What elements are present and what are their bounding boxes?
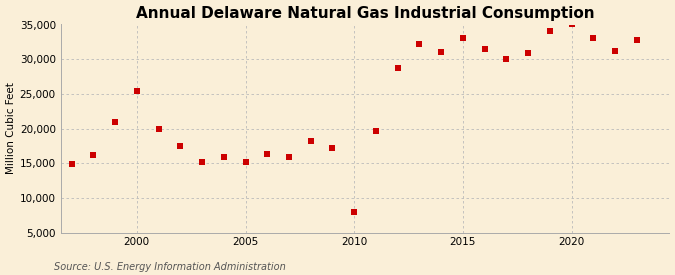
Title: Annual Delaware Natural Gas Industrial Consumption: Annual Delaware Natural Gas Industrial C… <box>136 6 595 21</box>
Point <box>349 210 360 214</box>
Point <box>436 50 447 54</box>
Point <box>240 160 251 164</box>
Point <box>566 22 577 27</box>
Point <box>109 119 120 124</box>
Point <box>414 42 425 46</box>
Point <box>262 152 273 156</box>
Point <box>132 89 142 93</box>
Point <box>392 65 403 70</box>
Text: Source: U.S. Energy Information Administration: Source: U.S. Energy Information Administ… <box>54 262 286 272</box>
Point <box>66 162 77 166</box>
Point <box>196 160 207 164</box>
Point <box>305 139 316 143</box>
Point <box>588 36 599 41</box>
Y-axis label: Million Cubic Feet: Million Cubic Feet <box>5 82 16 174</box>
Point <box>479 46 490 51</box>
Point <box>522 51 533 55</box>
Point <box>631 38 642 42</box>
Point <box>545 29 556 34</box>
Point <box>153 126 164 131</box>
Point <box>371 129 381 134</box>
Point <box>610 49 620 53</box>
Point <box>458 35 468 40</box>
Point <box>175 144 186 148</box>
Point <box>327 146 338 150</box>
Point <box>284 155 294 159</box>
Point <box>219 155 230 159</box>
Point <box>88 153 99 157</box>
Point <box>501 57 512 61</box>
